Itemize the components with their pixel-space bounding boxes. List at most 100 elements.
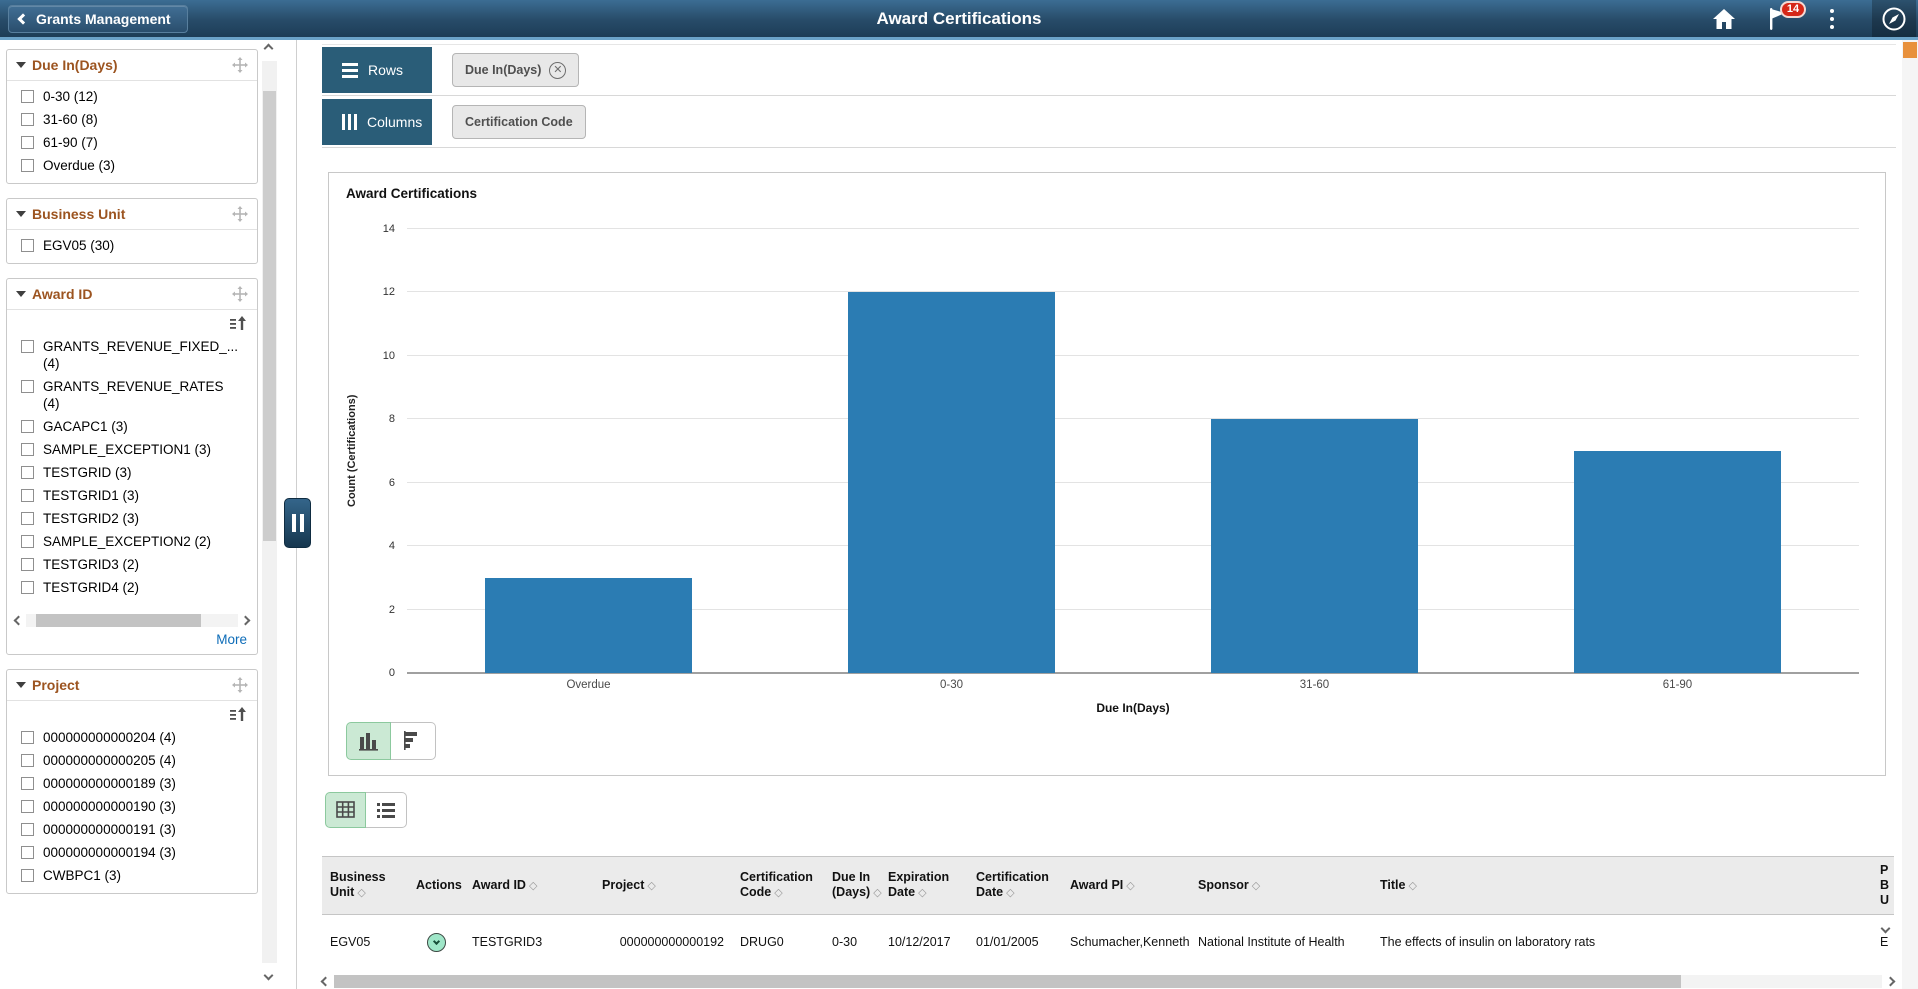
checkbox[interactable] bbox=[21, 113, 34, 126]
table-scroll-left-icon[interactable] bbox=[320, 976, 331, 987]
column-header-sponsor[interactable]: Sponsor ◇ bbox=[1190, 856, 1372, 915]
sort-diamond-icon[interactable]: ◇ bbox=[647, 879, 656, 892]
scroll-right-icon[interactable] bbox=[240, 615, 251, 626]
column-header-certification-code[interactable]: Certification Code ◇ bbox=[732, 856, 824, 915]
collapse-triangle-icon[interactable] bbox=[16, 682, 26, 688]
checkbox[interactable] bbox=[21, 558, 34, 571]
checkbox[interactable] bbox=[21, 489, 34, 502]
facet-item[interactable]: SAMPLE_EXCEPTION2 (2) bbox=[7, 530, 257, 553]
grid-view-button[interactable] bbox=[325, 792, 366, 828]
move-facet-icon[interactable] bbox=[232, 286, 248, 302]
checkbox[interactable] bbox=[21, 466, 34, 479]
facet-item[interactable]: TESTGRID1 (3) bbox=[7, 484, 257, 507]
checkbox[interactable] bbox=[21, 731, 34, 744]
sort-diamond-icon[interactable]: ◇ bbox=[528, 879, 538, 892]
checkbox[interactable] bbox=[21, 846, 34, 859]
sort-icon[interactable] bbox=[230, 316, 247, 331]
facet-item[interactable]: 31-60 (8) bbox=[7, 108, 257, 131]
move-facet-icon[interactable] bbox=[232, 57, 248, 73]
facet-item[interactable]: 000000000000189 (3) bbox=[7, 772, 257, 795]
collapse-triangle-icon[interactable] bbox=[16, 211, 26, 217]
sort-diamond-icon[interactable]: ◇ bbox=[1251, 879, 1261, 892]
column-header-award-pi[interactable]: Award PI ◇ bbox=[1062, 856, 1190, 915]
sort-icon[interactable] bbox=[230, 707, 247, 722]
notifications-flag-icon[interactable]: 14 bbox=[1764, 0, 1806, 33]
navbar-compass-icon[interactable] bbox=[1872, 0, 1916, 37]
scrollbar-thumb[interactable] bbox=[36, 614, 202, 627]
facet-item[interactable]: 000000000000205 (4) bbox=[7, 749, 257, 772]
facet-item[interactable]: Overdue (3) bbox=[7, 154, 257, 177]
facet-item[interactable]: SAMPLE_EXCEPTION1 (3) bbox=[7, 438, 257, 461]
page-scrollbar-thumb[interactable] bbox=[1903, 42, 1917, 58]
checkbox[interactable] bbox=[21, 823, 34, 836]
column-header-award-id[interactable]: Award ID ◇ bbox=[464, 856, 594, 915]
facet-item[interactable]: 000000000000204 (4) bbox=[7, 726, 257, 749]
scroll-left-icon[interactable] bbox=[13, 615, 24, 626]
related-actions-icon[interactable] bbox=[426, 932, 446, 952]
table-horizontal-scrollbar[interactable] bbox=[320, 974, 1896, 989]
rows-chip-due-in-days[interactable]: Due In(Days) ✕ bbox=[452, 53, 580, 87]
facet-item[interactable]: EGV05 (30) bbox=[7, 234, 257, 257]
checkbox[interactable] bbox=[21, 800, 34, 813]
sort-diamond-icon[interactable]: ◇ bbox=[1006, 887, 1015, 899]
move-facet-icon[interactable] bbox=[232, 677, 248, 693]
sort-diamond-icon[interactable]: ◇ bbox=[774, 887, 783, 899]
facet-item[interactable]: GRANTS_REVENUE_RATES (4) bbox=[7, 375, 257, 415]
scroll-up-icon[interactable] bbox=[263, 43, 274, 54]
kebab-menu-icon[interactable] bbox=[1818, 5, 1846, 33]
checkbox[interactable] bbox=[21, 340, 34, 353]
column-header-title[interactable]: Title ◇ bbox=[1372, 856, 1872, 915]
columns-button[interactable]: Columns bbox=[322, 98, 432, 145]
checkbox[interactable] bbox=[21, 159, 34, 172]
vertical-bar-chart-button[interactable] bbox=[346, 722, 391, 760]
column-header-due-in-days-[interactable]: Due In (Days) ◇ bbox=[824, 856, 882, 915]
checkbox[interactable] bbox=[21, 443, 34, 456]
sidebar-collapse-handle[interactable] bbox=[284, 498, 311, 548]
facet-item[interactable]: 000000000000194 (3) bbox=[7, 841, 257, 864]
facet-item[interactable]: 000000000000190 (3) bbox=[7, 795, 257, 818]
checkbox[interactable] bbox=[21, 535, 34, 548]
home-icon[interactable] bbox=[1710, 5, 1738, 33]
checkbox[interactable] bbox=[21, 380, 34, 393]
rows-button[interactable]: Rows bbox=[322, 47, 432, 93]
remove-chip-icon[interactable]: ✕ bbox=[549, 61, 567, 79]
checkbox[interactable] bbox=[21, 777, 34, 790]
column-header-expiration-date[interactable]: Expiration Date ◇ bbox=[880, 856, 968, 915]
checkbox[interactable] bbox=[21, 754, 34, 767]
facet-item[interactable]: TESTGRID (3) bbox=[7, 461, 257, 484]
column-header-project[interactable]: Project ◇ bbox=[594, 856, 732, 915]
facet-item[interactable]: 61-90 (7) bbox=[7, 131, 257, 154]
checkbox[interactable] bbox=[21, 512, 34, 525]
sort-diamond-icon[interactable]: ◇ bbox=[918, 887, 927, 899]
scrollbar-track[interactable] bbox=[26, 614, 238, 627]
sidebar-scrollbar[interactable] bbox=[262, 43, 277, 981]
sort-diamond-icon[interactable]: ◇ bbox=[1126, 879, 1135, 892]
facet-item[interactable]: GACAPC1 (3) bbox=[7, 415, 257, 438]
facet-item[interactable]: TESTGRID2 (3) bbox=[7, 507, 257, 530]
facet-item[interactable]: TESTGRID3 (2) bbox=[7, 553, 257, 576]
more-link[interactable]: More bbox=[216, 632, 247, 647]
facet-item[interactable]: CWBPC1 (3) bbox=[7, 864, 257, 887]
sidebar-scrollbar-thumb[interactable] bbox=[263, 91, 276, 541]
facet-item[interactable]: 0-30 (12) bbox=[7, 85, 257, 108]
scroll-down-icon[interactable] bbox=[263, 970, 274, 981]
move-facet-icon[interactable] bbox=[232, 206, 248, 222]
checkbox[interactable] bbox=[21, 239, 34, 252]
column-header-certification-date[interactable]: Certification Date ◇ bbox=[968, 856, 1062, 915]
list-view-button[interactable] bbox=[366, 792, 407, 828]
sort-diamond-icon[interactable]: ◇ bbox=[1408, 879, 1417, 892]
back-button[interactable]: Grants Management bbox=[8, 4, 188, 33]
columns-chip-certification-code[interactable]: Certification Code bbox=[452, 104, 586, 139]
checkbox[interactable] bbox=[21, 581, 34, 594]
table-row[interactable]: EGV05 TESTGRID3 000000000000192 DRUG0 0-30 10… bbox=[322, 914, 1894, 970]
checkbox[interactable] bbox=[21, 136, 34, 149]
horizontal-bar-chart-button[interactable] bbox=[391, 722, 436, 760]
table-hscrollbar-thumb[interactable] bbox=[334, 975, 1681, 988]
checkbox[interactable] bbox=[21, 90, 34, 103]
column-header-business-unit[interactable]: Business Unit ◇ bbox=[322, 856, 408, 915]
checkbox[interactable] bbox=[21, 869, 34, 882]
facet-item[interactable]: TESTGRID4 (2) bbox=[7, 576, 257, 599]
sort-diamond-icon[interactable]: ◇ bbox=[873, 887, 882, 899]
checkbox[interactable] bbox=[21, 420, 34, 433]
collapse-triangle-icon[interactable] bbox=[16, 291, 26, 297]
